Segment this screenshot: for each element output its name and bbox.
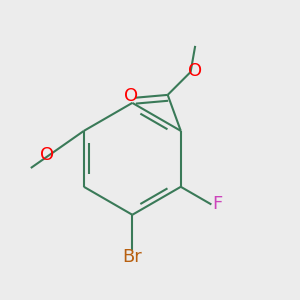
Text: O: O [124, 87, 138, 105]
Text: O: O [188, 62, 202, 80]
Text: F: F [213, 195, 223, 213]
Text: Br: Br [122, 248, 142, 266]
Text: O: O [40, 146, 54, 164]
